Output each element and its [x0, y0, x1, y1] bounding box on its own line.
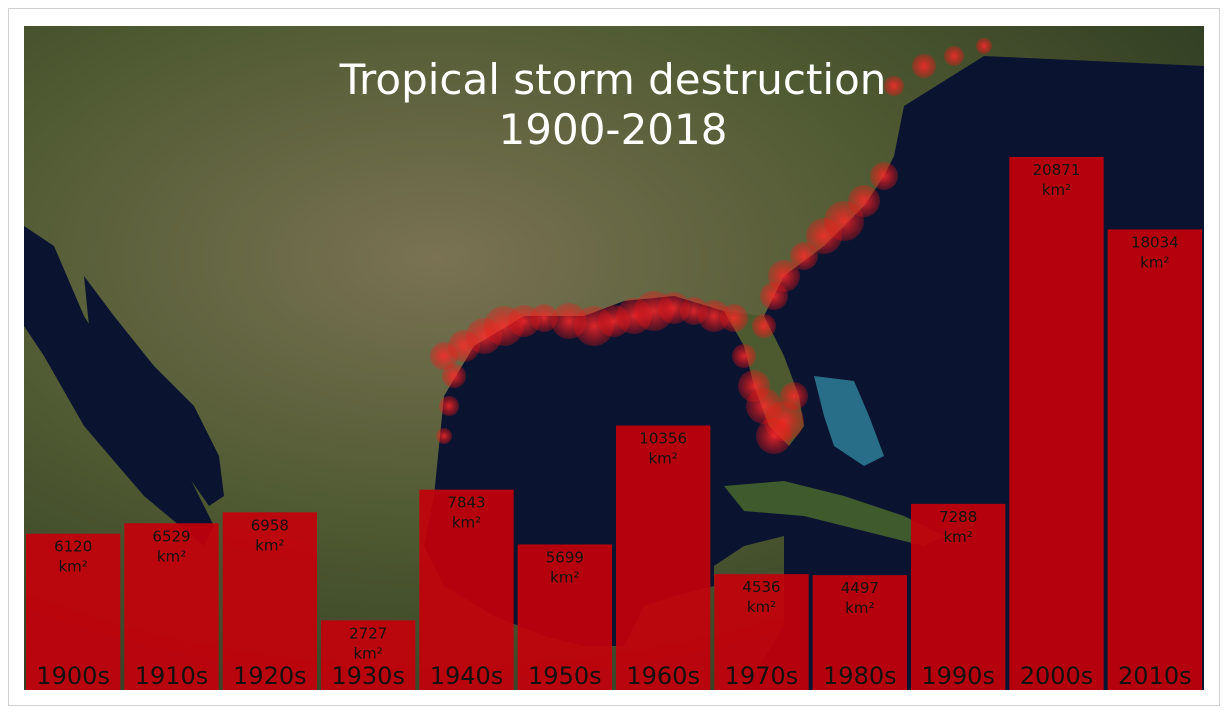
bar-value-label: 4536 [742, 578, 780, 596]
bar-2010s [1107, 229, 1202, 690]
bar-group-1960s: 10356 km² 1960s [616, 425, 711, 690]
bar-unit-label: km² [944, 528, 973, 546]
bar-group-2010s: 18034 km² 2010s [1107, 229, 1202, 690]
bar-group-1950s: 5699 km² 1950s [517, 544, 612, 690]
cuba-island [724, 481, 944, 546]
bar-unit-label: km² [550, 568, 579, 586]
bahamas-shallows [814, 376, 884, 466]
bars: 6120 km² 1900s 6529 km² 1910s 6958 km² 1920s 2727… [26, 156, 1202, 690]
storm-circle [732, 344, 756, 368]
bar-unit-label: km² [1140, 253, 1169, 271]
bar-unit-label: km² [649, 450, 678, 468]
storm-circle [884, 76, 904, 96]
category-label: 1900s [36, 662, 110, 690]
bar-value-label: 18034 [1131, 233, 1179, 251]
storm-circle [780, 382, 808, 410]
bar-unit-label: km² [255, 536, 284, 554]
bar-group-1980s: 4497 km² 1980s [812, 575, 907, 690]
bar-group-1910s: 6529 km² 1910s [124, 523, 219, 690]
storm-circle [912, 54, 936, 78]
category-label: 1980s [823, 662, 897, 690]
storm-circle [756, 418, 792, 454]
category-label: 1950s [528, 662, 602, 690]
storm-circle [439, 396, 459, 416]
chart-title: Tropical storm destruction [339, 55, 887, 104]
bar-value-label: 6529 [152, 527, 190, 545]
storm-circle [442, 364, 466, 388]
bar-unit-label: km² [1042, 181, 1071, 199]
bar-unit-label: km² [59, 558, 88, 576]
bar-1950s [517, 544, 612, 690]
storm-circle [790, 242, 818, 270]
category-label: 1930s [331, 662, 405, 690]
category-label: 1970s [725, 662, 799, 690]
bar-1970s [714, 574, 809, 690]
bar-group-1900s: 6120 km² 1900s [26, 533, 121, 690]
storm-circle [752, 314, 776, 338]
bar-1940s [419, 489, 514, 690]
bar-group-1970s: 4536 km² 1970s [714, 574, 809, 690]
storm-circle [720, 304, 748, 332]
category-label: 1960s [626, 662, 700, 690]
storm-circle [976, 38, 992, 54]
storm-circle [768, 260, 800, 292]
storm-circle [944, 46, 964, 66]
bar-chart: Tropical storm destruction 1900-2018 612… [24, 26, 1204, 690]
bar-2000s [1009, 156, 1104, 690]
category-label: 2000s [1020, 662, 1094, 690]
storm-impact-circles [430, 38, 992, 454]
category-label: 1940s [430, 662, 504, 690]
bar-1930s [321, 620, 416, 690]
bar-1990s [911, 503, 1006, 690]
bar-unit-label: km² [452, 514, 481, 532]
bar-group-1920s: 6958 km² 1920s [222, 512, 317, 690]
bar-value-label: 7288 [939, 508, 977, 526]
storm-circle [530, 304, 558, 332]
bar-value-label: 2727 [349, 624, 387, 642]
bar-1910s [124, 523, 219, 690]
bar-group-2000s: 20871 km² 2000s [1009, 156, 1104, 690]
bar-value-label: 20871 [1033, 161, 1081, 179]
bar-value-label: 6120 [54, 538, 92, 556]
bar-group-1990s: 7288 km² 1990s [911, 503, 1006, 690]
gulf-of-california [84, 276, 224, 506]
storm-circle [870, 162, 898, 190]
category-label: 1910s [135, 662, 209, 690]
bar-1980s [812, 575, 907, 690]
bar-1960s [616, 425, 711, 690]
category-label: 1990s [921, 662, 995, 690]
chart-subtitle: 1900-2018 [499, 105, 728, 154]
bar-1920s [222, 512, 317, 690]
category-label: 2010s [1118, 662, 1192, 690]
bar-group-1940s: 7843 km² 1940s [419, 489, 514, 690]
bar-value-label: 6958 [251, 516, 289, 534]
bar-unit-label: km² [157, 547, 186, 565]
storm-circle [436, 428, 452, 444]
bar-unit-label: km² [845, 599, 874, 617]
bar-unit-label: km² [747, 598, 776, 616]
bar-value-label: 10356 [639, 430, 687, 448]
bar-value-label: 4497 [841, 579, 879, 597]
bar-value-label: 7843 [447, 494, 485, 512]
bar-unit-label: km² [354, 644, 383, 662]
bar-1900s [26, 533, 121, 690]
bar-value-label: 5699 [546, 548, 584, 566]
category-label: 1920s [233, 662, 307, 690]
storm-circle [848, 185, 880, 217]
landmass-north-america [24, 26, 1204, 690]
pacific-coast [24, 226, 214, 546]
